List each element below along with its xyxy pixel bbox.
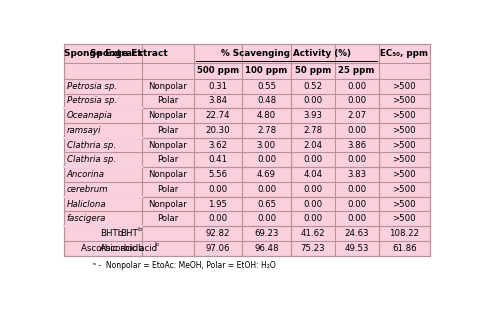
- Text: 24.63: 24.63: [344, 229, 369, 238]
- Text: Ascorbic acidb: Ascorbic acidb: [81, 244, 144, 253]
- Text: 61.86: 61.86: [392, 244, 417, 253]
- Text: 0.00: 0.00: [257, 185, 276, 194]
- Text: Polar: Polar: [157, 96, 179, 105]
- Text: 22.74: 22.74: [206, 111, 230, 120]
- Text: 100 ppm: 100 ppm: [245, 66, 288, 75]
- Text: b: b: [137, 227, 142, 232]
- Text: 0.00: 0.00: [347, 82, 366, 91]
- Text: 2.78: 2.78: [303, 126, 322, 135]
- Text: Clathria sp.: Clathria sp.: [67, 141, 116, 150]
- Text: 69.23: 69.23: [254, 229, 279, 238]
- Text: 92.82: 92.82: [206, 229, 230, 238]
- Text: >500: >500: [393, 141, 416, 150]
- Text: 3.62: 3.62: [208, 141, 228, 150]
- Text: 3.84: 3.84: [208, 96, 228, 105]
- Text: 0.00: 0.00: [303, 96, 322, 105]
- Text: 4.04: 4.04: [303, 170, 322, 179]
- Text: Nonpolar: Nonpolar: [149, 170, 187, 179]
- Text: 41.62: 41.62: [300, 229, 325, 238]
- Text: Polar: Polar: [157, 126, 179, 135]
- Bar: [64, 44, 430, 256]
- Text: 0.52: 0.52: [303, 82, 322, 91]
- Text: 2.04: 2.04: [303, 141, 322, 150]
- Text: 0.55: 0.55: [257, 82, 276, 91]
- Text: 4.80: 4.80: [257, 111, 276, 120]
- Text: 0.00: 0.00: [347, 185, 366, 194]
- Text: 0.00: 0.00: [257, 155, 276, 164]
- Text: >500: >500: [393, 111, 416, 120]
- Text: 4.69: 4.69: [257, 170, 276, 179]
- Text: 0.00: 0.00: [303, 155, 322, 164]
- Text: BHTb: BHTb: [101, 229, 124, 238]
- Text: 3.93: 3.93: [303, 111, 322, 120]
- Text: 3.83: 3.83: [347, 170, 366, 179]
- Text: 500 ppm: 500 ppm: [197, 66, 239, 75]
- Text: 3.00: 3.00: [257, 141, 276, 150]
- Text: Petrosia sp.: Petrosia sp.: [67, 82, 117, 91]
- Text: ᵃ -  Nonpolar = EtoAc: MeOH, Polar = EtOH: H₂O: ᵃ - Nonpolar = EtoAc: MeOH, Polar = EtOH…: [94, 261, 276, 270]
- Text: Nonpolar: Nonpolar: [149, 111, 187, 120]
- Text: 2.07: 2.07: [347, 111, 366, 120]
- Text: 2.78: 2.78: [257, 126, 276, 135]
- Text: Ascorbic acid: Ascorbic acid: [100, 244, 157, 253]
- Text: 0.00: 0.00: [303, 214, 322, 223]
- Text: 108.22: 108.22: [389, 229, 420, 238]
- Text: 0.00: 0.00: [208, 185, 228, 194]
- Text: 0.00: 0.00: [303, 185, 322, 194]
- Text: Sponge Extract: Sponge Extract: [64, 49, 142, 58]
- Text: Polar: Polar: [157, 185, 179, 194]
- Text: 0.41: 0.41: [208, 155, 228, 164]
- Text: Haliclona: Haliclona: [67, 200, 107, 209]
- Text: 96.48: 96.48: [254, 244, 279, 253]
- Text: BHT: BHT: [120, 229, 138, 238]
- Text: >500: >500: [393, 185, 416, 194]
- Text: Clathria sp.: Clathria sp.: [67, 155, 116, 164]
- Text: 97.06: 97.06: [206, 244, 230, 253]
- Text: >500: >500: [393, 214, 416, 223]
- Text: 1.95: 1.95: [208, 200, 228, 209]
- Text: >500: >500: [393, 96, 416, 105]
- Text: >500: >500: [393, 170, 416, 179]
- Text: 5.56: 5.56: [208, 170, 228, 179]
- Text: ramsayi: ramsayi: [67, 126, 101, 135]
- Text: 0.65: 0.65: [257, 200, 276, 209]
- Text: 25 ppm: 25 ppm: [338, 66, 375, 75]
- Text: 0.48: 0.48: [257, 96, 276, 105]
- Text: cerebrum: cerebrum: [67, 185, 108, 194]
- Text: >500: >500: [393, 126, 416, 135]
- Text: 75.23: 75.23: [300, 244, 325, 253]
- Text: 0.00: 0.00: [347, 214, 366, 223]
- Text: EC₅₀, ppm: EC₅₀, ppm: [380, 49, 428, 58]
- Text: 0.00: 0.00: [208, 214, 228, 223]
- Text: 50 ppm: 50 ppm: [295, 66, 331, 75]
- Text: >500: >500: [393, 155, 416, 164]
- Text: >500: >500: [393, 200, 416, 209]
- Text: Nonpolar: Nonpolar: [149, 82, 187, 91]
- Text: Nonpolar: Nonpolar: [149, 200, 187, 209]
- Text: 0.00: 0.00: [303, 200, 322, 209]
- Text: Nonpolar: Nonpolar: [149, 141, 187, 150]
- Text: Ancorina: Ancorina: [67, 170, 105, 179]
- Text: Sponge Extract: Sponge Extract: [90, 49, 168, 58]
- Text: 0.31: 0.31: [208, 82, 228, 91]
- Text: Polar: Polar: [157, 214, 179, 223]
- Text: 0.00: 0.00: [347, 155, 366, 164]
- Text: Petrosia sp.: Petrosia sp.: [67, 96, 117, 105]
- Text: Oceanapia: Oceanapia: [67, 111, 113, 120]
- Text: fascigera: fascigera: [67, 214, 106, 223]
- Text: 0.00: 0.00: [257, 214, 276, 223]
- Text: >500: >500: [393, 82, 416, 91]
- Text: 49.53: 49.53: [344, 244, 369, 253]
- Text: b: b: [154, 242, 158, 247]
- Text: 20.30: 20.30: [206, 126, 230, 135]
- Text: % Scavenging Activity (%): % Scavenging Activity (%): [221, 49, 351, 58]
- Text: 0.00: 0.00: [347, 200, 366, 209]
- Text: 3.86: 3.86: [347, 141, 366, 150]
- Text: 0.00: 0.00: [347, 126, 366, 135]
- Text: 0.00: 0.00: [347, 96, 366, 105]
- Text: Polar: Polar: [157, 155, 179, 164]
